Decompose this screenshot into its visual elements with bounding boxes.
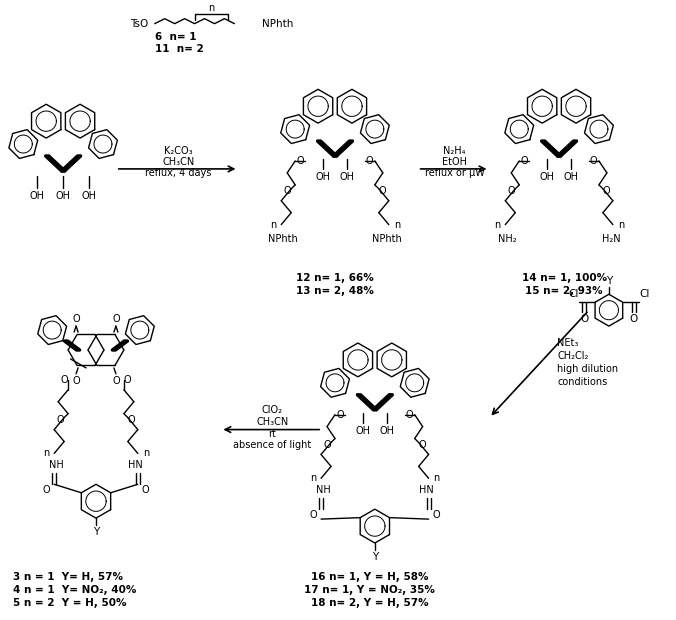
Text: NH₂: NH₂	[498, 234, 516, 244]
Text: 6  n= 1: 6 n= 1	[155, 32, 196, 42]
Text: HN: HN	[419, 485, 434, 495]
Text: 15 n= 2, 93%: 15 n= 2, 93%	[525, 286, 603, 296]
Text: 11  n= 2: 11 n= 2	[155, 43, 203, 53]
Text: n: n	[618, 219, 624, 229]
Text: EtOH: EtOH	[442, 157, 467, 167]
Text: NH: NH	[49, 461, 64, 471]
Text: OH: OH	[356, 425, 370, 436]
Text: NH: NH	[316, 485, 331, 495]
Text: 4 n = 1  Y= NO₂, 40%: 4 n = 1 Y= NO₂, 40%	[14, 585, 137, 595]
Text: O: O	[60, 375, 68, 385]
Text: CH₃CN: CH₃CN	[256, 417, 289, 427]
Text: O: O	[629, 314, 637, 324]
Text: OH: OH	[339, 172, 354, 182]
Text: O: O	[124, 375, 132, 385]
Text: n: n	[433, 473, 439, 484]
Text: OH: OH	[55, 191, 70, 201]
Text: conditions: conditions	[557, 377, 607, 387]
Text: O: O	[418, 440, 427, 450]
Text: reflux or μW: reflux or μW	[425, 168, 485, 178]
Text: O: O	[580, 314, 588, 324]
Text: OH: OH	[564, 172, 579, 182]
Text: NPhth: NPhth	[262, 19, 293, 29]
Text: O: O	[142, 485, 149, 495]
Text: ClO₂: ClO₂	[262, 405, 283, 415]
Text: CH₃CN: CH₃CN	[162, 157, 195, 167]
Text: 3 n = 1  Y= H, 57%: 3 n = 1 Y= H, 57%	[14, 572, 123, 582]
Text: H₂N: H₂N	[602, 234, 620, 244]
Text: 14 n= 1, 100%: 14 n= 1, 100%	[521, 273, 606, 283]
Text: K₂CO₃: K₂CO₃	[164, 146, 193, 156]
Text: 17 n= 1, Y = NO₂, 35%: 17 n= 1, Y = NO₂, 35%	[304, 585, 435, 595]
Text: O: O	[297, 156, 304, 166]
Text: TsO: TsO	[130, 19, 149, 29]
Text: O: O	[521, 156, 528, 166]
Text: n: n	[208, 2, 215, 13]
Text: HN: HN	[128, 461, 143, 471]
Text: OH: OH	[82, 191, 97, 201]
Text: O: O	[72, 376, 80, 386]
Text: reflux, 4 days: reflux, 4 days	[145, 168, 212, 178]
Text: OH: OH	[379, 425, 394, 436]
Text: O: O	[590, 156, 598, 166]
Text: 13 n= 2, 48%: 13 n= 2, 48%	[296, 286, 374, 296]
Text: n: n	[393, 219, 400, 229]
Text: OH: OH	[316, 172, 331, 182]
Text: 5 n = 2  Y = H, 50%: 5 n = 2 Y = H, 50%	[14, 598, 127, 608]
Text: O: O	[112, 314, 120, 324]
Text: O: O	[366, 156, 374, 166]
Text: O: O	[112, 376, 120, 386]
Text: O: O	[72, 314, 80, 324]
Text: O: O	[323, 440, 331, 450]
Text: O: O	[433, 510, 440, 520]
Text: rt: rt	[268, 428, 276, 438]
Text: Y: Y	[606, 277, 612, 286]
Text: O: O	[283, 186, 291, 196]
Text: O: O	[337, 410, 344, 420]
Text: n: n	[310, 473, 316, 484]
Text: n: n	[270, 219, 276, 229]
Text: NPhth: NPhth	[372, 234, 402, 244]
Text: N₂H₄: N₂H₄	[443, 146, 466, 156]
Text: NPhth: NPhth	[268, 234, 298, 244]
Text: O: O	[379, 186, 387, 196]
Text: CH₂Cl₂: CH₂Cl₂	[557, 351, 589, 361]
Text: O: O	[406, 410, 413, 420]
Text: O: O	[603, 186, 610, 196]
Text: 18 n= 2, Y = H, 57%: 18 n= 2, Y = H, 57%	[311, 598, 429, 608]
Text: NEt₃: NEt₃	[557, 338, 579, 348]
Text: 16 n= 1, Y = H, 58%: 16 n= 1, Y = H, 58%	[311, 572, 429, 582]
Text: OH: OH	[30, 191, 45, 201]
Text: Cl: Cl	[639, 290, 650, 299]
Text: OH: OH	[539, 172, 554, 182]
Text: high dilution: high dilution	[557, 364, 619, 374]
Text: O: O	[128, 415, 135, 425]
Text: n: n	[143, 448, 149, 458]
Text: O: O	[310, 510, 317, 520]
Text: absence of light: absence of light	[233, 440, 312, 451]
Text: 12 n= 1, 66%: 12 n= 1, 66%	[296, 273, 374, 283]
Text: n: n	[43, 448, 49, 458]
Text: n: n	[494, 219, 500, 229]
Text: O: O	[57, 415, 64, 425]
Text: Cl: Cl	[568, 290, 579, 299]
Text: Y: Y	[372, 552, 378, 562]
Text: O: O	[508, 186, 515, 196]
Text: Y: Y	[93, 527, 99, 537]
Text: O: O	[43, 485, 50, 495]
